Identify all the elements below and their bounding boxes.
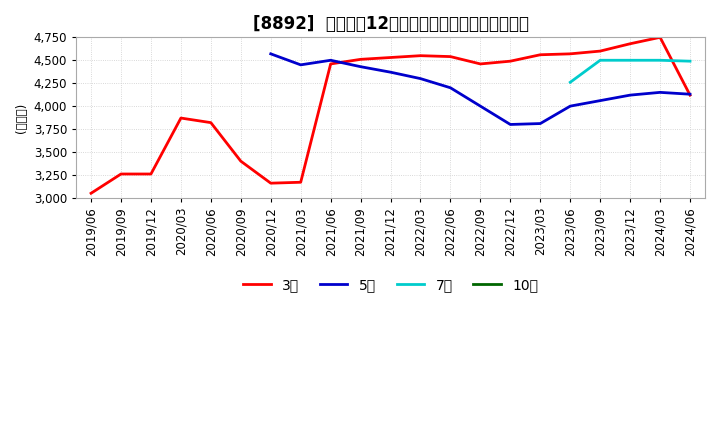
Line: 7年: 7年 (570, 60, 690, 82)
7年 (566, 80, 575, 85)
5年 (266, 51, 275, 56)
3年 (446, 54, 455, 59)
Y-axis label: (百万円): (百万円) (15, 103, 28, 133)
3年 (596, 48, 605, 54)
7年 (656, 58, 665, 63)
5年 (297, 62, 305, 67)
3年 (117, 171, 125, 176)
5年 (685, 92, 694, 97)
5年 (386, 70, 395, 75)
10年 (685, 91, 694, 96)
5年 (356, 64, 365, 70)
7年 (596, 58, 605, 63)
5年 (326, 58, 335, 63)
7年 (685, 59, 694, 64)
3年 (147, 171, 156, 176)
3年 (536, 52, 544, 57)
5年 (626, 92, 634, 98)
5年 (656, 90, 665, 95)
Legend: 3年, 5年, 7年, 10年: 3年, 5年, 7年, 10年 (238, 272, 544, 297)
Title: [8892]  経常利益12か月移動合計の標準偏差の推移: [8892] 経常利益12か月移動合計の標準偏差の推移 (253, 15, 528, 33)
3年 (626, 41, 634, 46)
5年 (596, 98, 605, 103)
3年 (566, 51, 575, 56)
3年 (297, 180, 305, 185)
3年 (326, 61, 335, 66)
3年 (207, 120, 215, 125)
5年 (446, 85, 455, 91)
3年 (416, 53, 425, 59)
3年 (356, 57, 365, 62)
3年 (386, 55, 395, 60)
5年 (506, 122, 515, 127)
3年 (176, 115, 185, 121)
3年 (656, 35, 665, 40)
3年 (266, 180, 275, 186)
5年 (416, 76, 425, 81)
3年 (86, 191, 95, 196)
Line: 3年: 3年 (91, 37, 690, 193)
3年 (236, 158, 245, 164)
3年 (685, 92, 694, 98)
5年 (536, 121, 544, 126)
5年 (476, 103, 485, 109)
3年 (476, 61, 485, 66)
3年 (506, 59, 515, 64)
5年 (566, 103, 575, 109)
7年 (626, 58, 634, 63)
Line: 5年: 5年 (271, 54, 690, 125)
